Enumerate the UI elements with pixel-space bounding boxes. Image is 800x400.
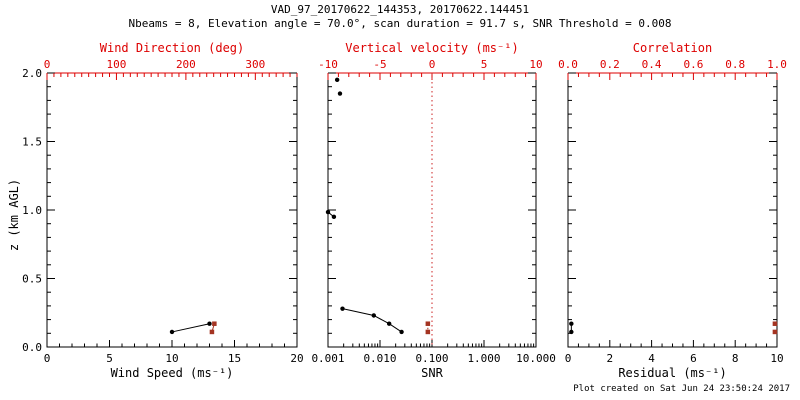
tick-label: 0.001 (311, 352, 344, 365)
tick-label: 1.000 (467, 352, 500, 365)
plot-frame (567, 73, 778, 348)
tick-label: 0.4 (642, 58, 662, 71)
tick-label: -10 (318, 58, 338, 71)
panel-wind: 0.00.51.01.52.00 5 10 15 200 100 200 300 (22, 58, 304, 365)
plot-title: VAD_97_20170622_144353, 20170622.144451 (270, 3, 530, 16)
tick-label: 5 (481, 58, 488, 71)
snr-low-gates-point (340, 306, 345, 311)
snr-low-gates-point (399, 329, 404, 335)
panel-snr: 0.001 0.010 0.100 1.000 10.000 -10 -5 0 5 10 (311, 58, 555, 365)
tick-label: 2.0 (22, 67, 42, 80)
tick-label: 1.0 (767, 58, 787, 71)
correlation-point (772, 329, 778, 335)
tick-label: 300 (245, 58, 265, 71)
creation-timestamp: Plot created on Sat Jun 24 23:50:24 2017 (573, 384, 790, 394)
tick-label: 5 (106, 352, 113, 365)
vertical-velocity-point (425, 321, 431, 326)
snr-low-gates-line (342, 308, 402, 333)
panel-residual: 0 2 4 6 8 10 0.0 0.2 0.4 0.6 0.8 1.0 (558, 58, 787, 365)
tick-label: 200 (176, 58, 196, 71)
plot-subtitle: Nbeams = 8, Elevation angle = 70.0°, sca… (128, 17, 672, 30)
wind-direction-point (209, 329, 215, 335)
tick-label: 10.000 (516, 352, 556, 365)
tick-label: 6 (690, 352, 697, 365)
wind-speed-point (207, 321, 212, 326)
tick-label: 2 (606, 352, 613, 365)
tick-label: 0.6 (683, 58, 703, 71)
residual-point (569, 321, 574, 326)
tick-label: 20 (290, 352, 303, 365)
tick-label: 0.010 (363, 352, 396, 365)
wind-speed-point (169, 329, 175, 335)
tick-label: 0.0 (558, 58, 578, 71)
tick-label: 0 (44, 352, 51, 365)
vertical-velocity-axis-title: Vertical velocity (ms⁻¹) (345, 41, 519, 55)
tick-label: -5 (373, 58, 386, 71)
tick-label: 1.5 (22, 136, 42, 149)
residual-axis-title: Residual (ms⁻¹) (618, 366, 727, 380)
tick-label: 0 (44, 58, 51, 71)
snr-low-gates-point (371, 313, 377, 318)
tick-label: 0.8 (725, 58, 745, 71)
snr-upper-gates-point (337, 91, 343, 96)
residual-point (569, 329, 574, 335)
plot-frame (46, 73, 298, 348)
vertical-velocity-point (425, 329, 431, 335)
snr-mid-gates-point (331, 214, 337, 220)
tick-label: 10 (165, 352, 178, 365)
tick-label: 15 (228, 352, 241, 365)
wind-speed-line (171, 323, 210, 333)
snr-mid-gates-point (325, 209, 331, 215)
y-axis-title: z (km AGL) (7, 178, 21, 252)
tick-label: 0.0 (22, 341, 42, 354)
snr-upper-gates-point (334, 77, 340, 83)
wind-direction-point (212, 321, 217, 326)
tick-label: 0.5 (22, 273, 42, 286)
tick-label: 4 (648, 352, 655, 365)
correlation-point (772, 321, 778, 326)
tick-label: 8 (732, 352, 739, 365)
tick-label: 100 (107, 58, 127, 71)
snr-low-gates-point (386, 321, 392, 326)
wind-direction-axis-title: Wind Direction (deg) (99, 41, 245, 55)
wind-speed-axis-title: Wind Speed (ms⁻¹) (110, 366, 234, 380)
tick-label: 0.100 (415, 352, 448, 365)
tick-label: 0 (429, 58, 436, 71)
correlation-axis-title: Correlation (632, 41, 713, 55)
tick-label: 10 (770, 352, 783, 365)
tick-label: 0.2 (600, 58, 620, 71)
tick-label: 1.0 (22, 204, 42, 217)
tick-label: 0 (565, 352, 572, 365)
tick-label: 10 (529, 58, 542, 71)
snr-axis-title: SNR (421, 366, 443, 380)
